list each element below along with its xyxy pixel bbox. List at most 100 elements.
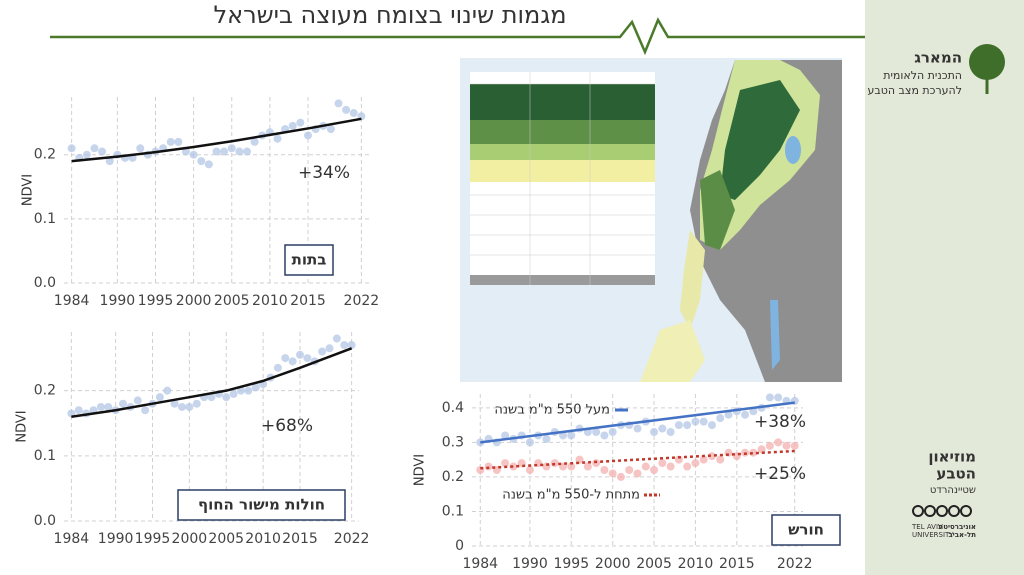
logo-line: להערכת מצב הטבע — [868, 84, 963, 97]
label-box — [284, 244, 334, 276]
y-tick-label: 0.2 — [442, 469, 464, 485]
x-tick-label: 2010 — [245, 531, 281, 547]
data-point — [67, 144, 76, 153]
y-tick-label: 0.1 — [34, 211, 56, 227]
annotation: +38% — [754, 412, 806, 432]
data-point — [288, 357, 297, 366]
data-point — [251, 383, 260, 392]
x-tick-label: 2010 — [678, 556, 714, 572]
legend-label: מתחת ל-550 מ"מ בשנה — [502, 488, 640, 503]
data-point — [90, 144, 99, 153]
x-tick-label: 1984 — [54, 531, 90, 547]
legend-label: מעל 550 מ"מ בשנה — [494, 403, 610, 418]
title-rule — [50, 17, 865, 56]
data-point — [141, 406, 150, 415]
data-point — [136, 144, 145, 153]
data-point — [707, 452, 716, 461]
data-point — [304, 131, 312, 140]
data-point — [222, 393, 231, 402]
data-point — [608, 469, 617, 478]
data-point — [583, 462, 592, 471]
data-point — [197, 157, 206, 166]
x-tick-label: 2022 — [777, 556, 813, 572]
x-tick-label: 2005 — [636, 556, 672, 572]
x-tick-label: 1995 — [135, 531, 171, 547]
chart-label: חולות מישור החוף — [198, 496, 325, 514]
data-point — [774, 438, 783, 447]
x-tick-label: 2015 — [282, 531, 318, 547]
data-point — [633, 424, 642, 433]
data-point — [220, 147, 229, 156]
trend-line — [480, 449, 795, 470]
data-point — [707, 421, 716, 430]
data-point — [592, 428, 601, 436]
data-point — [250, 137, 259, 146]
data-point — [227, 144, 236, 153]
data-point — [641, 462, 650, 471]
x-tick-label: 1995 — [553, 556, 589, 572]
data-point — [501, 459, 510, 468]
museum-name: שטיינהרדט — [930, 485, 976, 496]
x-tick-label: 2022 — [344, 293, 380, 309]
y-tick-label: 0.2 — [34, 147, 56, 163]
data-point — [567, 431, 576, 440]
data-point — [683, 421, 692, 430]
data-point — [133, 396, 142, 405]
data-point — [790, 441, 799, 450]
data-point — [288, 121, 297, 130]
data-point — [484, 462, 493, 471]
university-name: TEL AVIV — [911, 523, 943, 531]
data-point — [273, 134, 282, 143]
data-point — [235, 147, 244, 156]
data-point — [189, 150, 198, 159]
museum-name: הטבע — [936, 465, 976, 483]
data-point — [765, 393, 774, 402]
annotation: +25% — [754, 464, 806, 484]
data-point — [212, 147, 221, 156]
data-point — [82, 150, 91, 159]
data-point — [296, 350, 304, 359]
x-tick-label: 2010 — [252, 293, 288, 309]
y-tick-label: 0 — [455, 538, 464, 554]
y-tick-label: 0.2 — [34, 383, 56, 399]
university-logo — [912, 505, 972, 517]
logo-title: המארג — [914, 49, 962, 67]
data-point — [340, 341, 349, 350]
data-point — [347, 341, 356, 350]
y-axis-label: NDVI — [21, 174, 36, 206]
data-point — [542, 434, 551, 443]
data-point — [608, 428, 617, 436]
data-point — [757, 445, 766, 454]
data-point — [633, 469, 642, 478]
data-point — [716, 455, 725, 464]
university-name: UNIVERSITY — [912, 531, 954, 539]
data-point — [244, 386, 253, 395]
slide-title: מגמות שינוי בצומח מעוצה בישראל — [213, 1, 566, 29]
university-name: תל-אביב — [948, 531, 976, 539]
data-point — [296, 118, 305, 127]
data-point — [119, 399, 127, 408]
data-point — [782, 441, 791, 450]
data-point — [666, 428, 675, 436]
leaf-logo — [969, 44, 1005, 94]
data-point — [96, 402, 105, 411]
x-tick-label: 2000 — [172, 531, 208, 547]
x-tick-label: 1990 — [512, 556, 548, 572]
data-point — [525, 466, 534, 474]
data-point — [281, 354, 290, 363]
data-point — [325, 344, 334, 353]
x-tick-label: 2000 — [595, 556, 631, 572]
data-point — [691, 417, 700, 426]
data-point — [104, 402, 113, 411]
annotation: +34% — [298, 163, 350, 183]
data-point — [658, 424, 667, 433]
data-point — [349, 109, 358, 118]
x-tick-label: 2005 — [214, 293, 250, 309]
y-tick-label: 0.0 — [34, 513, 56, 529]
data-point — [600, 466, 609, 474]
y-axis-label: NDVI — [15, 410, 30, 442]
data-point — [326, 125, 335, 134]
x-tick-label: 1990 — [98, 531, 134, 547]
data-point — [625, 466, 634, 474]
